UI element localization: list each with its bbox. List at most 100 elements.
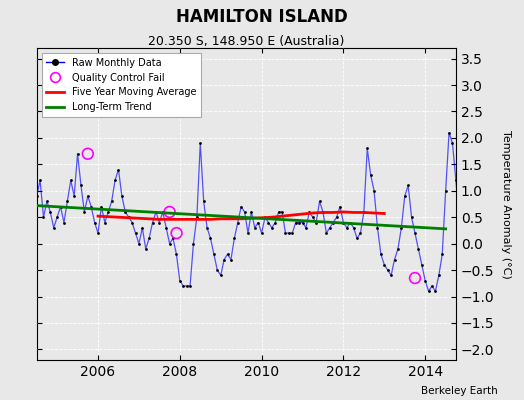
Point (121, 209, 129, 215)
Point (111, 177, 119, 184)
Point (366, 172, 375, 178)
Point (510, 330, 518, 337)
Point (223, 251, 232, 258)
Point (264, 219, 272, 226)
Legend: Raw Monthly Data, Quality Control Fail, Five Year Moving Average, Long-Term Tren: Raw Monthly Data, Quality Control Fail, … (41, 53, 201, 117)
Point (152, 209, 160, 215)
Point (63, 198, 72, 204)
Point (428, 283, 436, 289)
Point (254, 219, 263, 226)
Point (73, 150, 82, 157)
Point (128, 219, 136, 226)
Point (97, 204, 106, 210)
Point (285, 230, 293, 236)
Point (36, 177, 45, 184)
Point (302, 224, 310, 231)
Point (220, 256, 228, 263)
Point (70, 193, 79, 199)
Point (67, 177, 75, 184)
Text: Berkeley Earth: Berkeley Earth (421, 386, 498, 396)
Point (278, 209, 286, 215)
Point (517, 251, 524, 258)
Point (101, 219, 109, 226)
Point (43, 198, 51, 204)
Point (227, 256, 235, 263)
Point (520, 230, 524, 236)
Point (336, 204, 344, 210)
Point (196, 140, 204, 146)
Point (332, 214, 341, 220)
Point (189, 240, 198, 247)
Point (506, 283, 515, 289)
Point (288, 230, 297, 236)
Point (145, 235, 154, 242)
Point (394, 246, 402, 252)
Point (275, 209, 283, 215)
Point (179, 283, 188, 289)
Point (203, 224, 211, 231)
Point (169, 235, 177, 242)
Point (257, 230, 266, 236)
Point (329, 219, 337, 226)
Point (166, 240, 174, 247)
Point (295, 219, 303, 226)
Point (118, 193, 126, 199)
Point (32, 193, 41, 199)
Point (356, 230, 365, 236)
Point (465, 246, 474, 252)
Point (343, 224, 351, 231)
Point (186, 283, 194, 289)
Point (155, 219, 163, 226)
Point (458, 240, 467, 247)
Point (87, 204, 95, 210)
Point (84, 150, 92, 157)
Point (312, 219, 320, 226)
Point (431, 288, 440, 294)
Point (411, 230, 419, 236)
Point (397, 224, 406, 231)
Point (148, 219, 157, 226)
Point (107, 198, 116, 204)
Point (373, 224, 381, 231)
Point (424, 288, 433, 294)
Point (291, 219, 300, 226)
Point (166, 209, 174, 215)
Point (462, 251, 471, 258)
Point (261, 214, 269, 220)
Point (455, 219, 464, 226)
Point (247, 209, 256, 215)
Point (250, 224, 259, 231)
Point (172, 251, 181, 258)
Y-axis label: Temperature Anomaly (°C): Temperature Anomaly (°C) (501, 130, 511, 278)
Point (125, 214, 133, 220)
Point (363, 145, 372, 152)
Point (141, 246, 150, 252)
Point (132, 230, 140, 236)
Point (237, 204, 245, 210)
Point (216, 272, 225, 278)
Point (319, 209, 327, 215)
Point (104, 209, 113, 215)
Point (182, 283, 191, 289)
Point (230, 235, 238, 242)
Point (53, 214, 61, 220)
Point (234, 219, 242, 226)
Point (384, 267, 392, 273)
Point (499, 262, 508, 268)
Point (445, 130, 453, 136)
Point (404, 182, 412, 189)
Point (325, 224, 334, 231)
Point (281, 230, 290, 236)
Point (370, 188, 378, 194)
Point (469, 224, 477, 231)
Point (138, 224, 147, 231)
Point (411, 275, 419, 281)
Point (298, 219, 307, 226)
Text: HAMILTON ISLAND: HAMILTON ISLAND (176, 8, 348, 26)
Point (434, 272, 443, 278)
Point (57, 204, 65, 210)
Point (241, 209, 249, 215)
Point (339, 219, 347, 226)
Point (479, 182, 487, 189)
Point (162, 224, 170, 231)
